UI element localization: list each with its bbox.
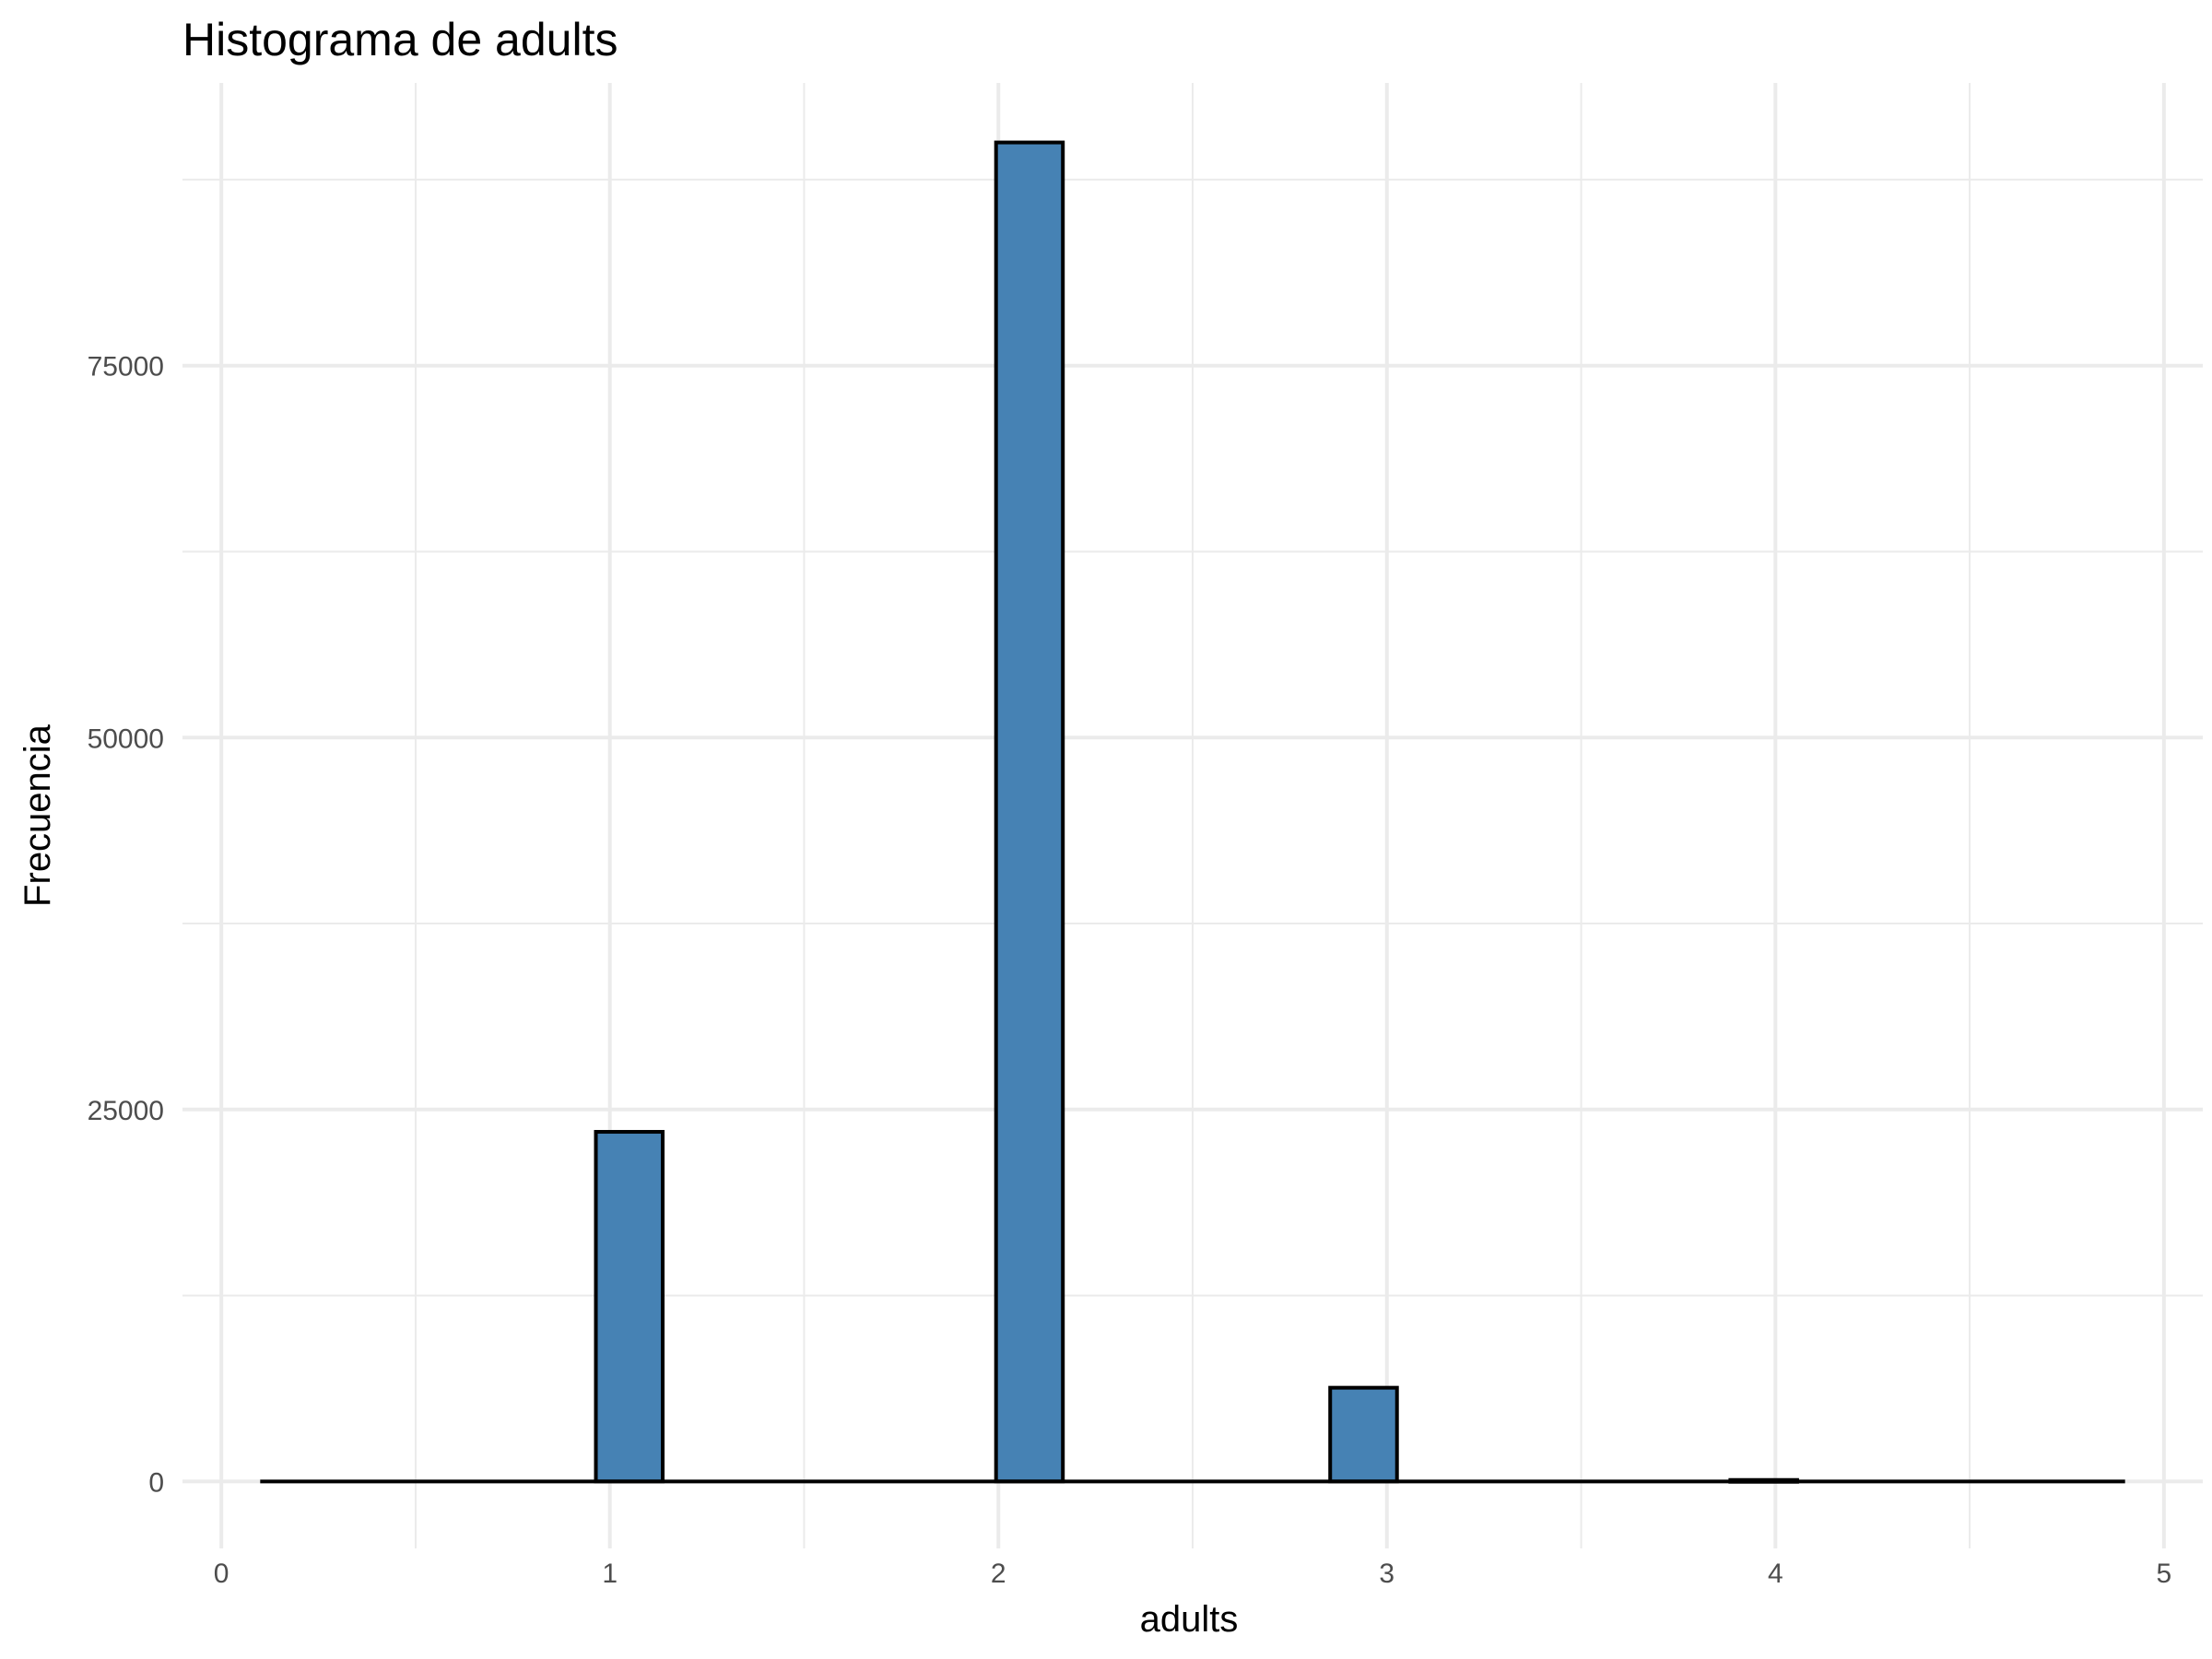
x-tick-label-0: 0 (214, 1559, 229, 1589)
x-axis-tick-labels: 0 1 2 3 4 5 (214, 1559, 2171, 1589)
histogram-bar-1 (994, 140, 1065, 1484)
x-tick-label-1: 1 (602, 1559, 618, 1589)
histogram-bars (594, 140, 1799, 1484)
x-tick-label-2: 2 (991, 1559, 1006, 1589)
histogram-bar-0 (594, 1130, 665, 1484)
y-tick-label-3: 75000 (88, 352, 164, 382)
chart-title: Histograma de adults (182, 14, 618, 65)
y-tick-label-1: 25000 (88, 1096, 164, 1126)
x-axis-title: adults (1140, 1599, 1239, 1640)
y-tick-label-2: 50000 (88, 724, 164, 754)
minor-gridlines (182, 83, 2203, 1548)
y-tick-label-0: 0 (148, 1467, 164, 1498)
y-axis-tick-labels: 0 25000 50000 75000 (88, 352, 164, 1499)
y-axis-title: Frecuencia (18, 724, 58, 907)
x-tick-label-3: 3 (1379, 1559, 1394, 1589)
x-tick-label-4: 4 (1768, 1559, 1783, 1589)
x-tick-label-5: 5 (2157, 1559, 2172, 1589)
histogram-bar-2 (1328, 1385, 1399, 1484)
